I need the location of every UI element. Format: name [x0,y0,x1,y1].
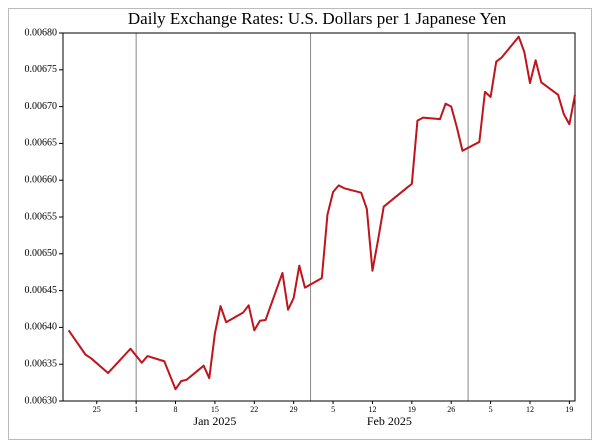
y-tick-label: 0.00630 [25,395,58,406]
y-tick-label: 0.00660 [25,174,58,185]
x-tick-label: 12 [526,405,534,414]
month-label: Feb 2025 [367,414,412,428]
frame [8,8,592,440]
y-tick-label: 0.00635 [25,358,58,369]
x-tick-label: 12 [368,405,376,414]
y-tick-label: 0.00655 [25,211,58,222]
month-label: Jan 2025 [193,414,236,428]
y-tick-label: 0.00665 [25,138,58,149]
y-tick-label: 0.00675 [25,64,58,75]
x-tick-label: 1 [134,405,138,414]
y-tick-label: 0.00670 [25,101,58,112]
x-tick-label: 8 [174,405,178,414]
plot-border [62,32,576,402]
x-tick-label: 5 [489,405,493,414]
x-tick-label: 26 [447,405,455,414]
line [67,35,576,391]
x-tick-label: 25 [93,405,101,414]
x-tick-label: 15 [211,405,219,414]
y-tick-label: 0.00640 [25,322,58,333]
y-tick-label: 0.00650 [25,248,58,259]
y-tick-label: 0.00680 [25,27,58,38]
y-tick-label: 0.00645 [25,285,58,296]
chart-title: Daily Exchange Rates: U.S. Dollars per 1… [128,9,507,28]
x-tick-label: 5 [331,405,335,414]
x-tick-label: 22 [250,405,258,414]
x-tick-label: 19 [565,405,573,414]
x-tick-label: 19 [408,405,416,414]
x-tick-label: 29 [290,405,298,414]
